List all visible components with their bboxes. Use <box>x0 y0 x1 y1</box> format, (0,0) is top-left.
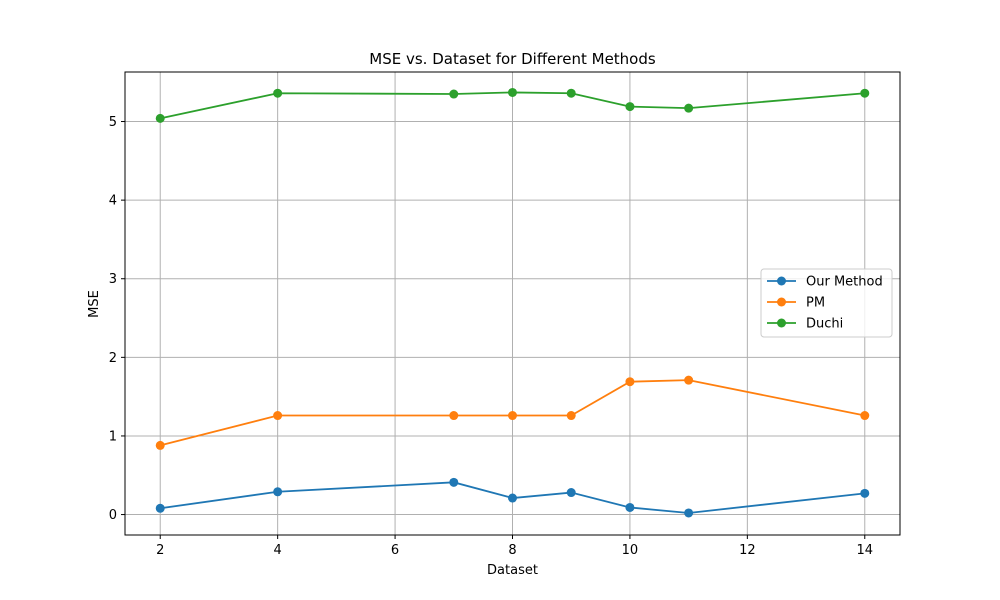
x-tick-label: 2 <box>156 543 164 558</box>
data-point-our-method <box>625 502 635 512</box>
legend-box <box>760 268 893 338</box>
data-point-duchi <box>449 89 459 99</box>
data-point-duchi <box>566 88 576 98</box>
data-point-pm <box>566 411 576 421</box>
y-tick-label: 0 <box>109 508 117 523</box>
legend-label: Duchi <box>806 317 843 332</box>
data-point-our-method <box>508 493 517 503</box>
y-tick-label: 4 <box>109 194 117 209</box>
y-axis-ticks: 0 1 2 3 4 5 <box>109 115 125 523</box>
data-point-pm <box>684 375 694 385</box>
data-point-pm <box>449 411 459 421</box>
x-tick-label: 6 <box>391 543 399 558</box>
data-point-pm <box>860 411 870 421</box>
data-point-our-method <box>273 487 283 497</box>
data-point-pm <box>273 411 283 421</box>
legend-label: PM <box>806 296 825 311</box>
x-tick-label: 12 <box>739 543 756 558</box>
x-tick-label: 4 <box>274 543 282 558</box>
x-tick-label: 14 <box>856 543 873 558</box>
data-point-our-method <box>155 503 165 513</box>
legend-marker <box>777 276 786 286</box>
series-line-duchi <box>160 91 865 120</box>
series-layer <box>155 87 870 518</box>
legend: Our Method PM Duchi <box>760 268 893 338</box>
y-tick-label: 2 <box>109 351 117 366</box>
y-tick-label: 1 <box>109 429 117 444</box>
x-tick-label: 8 <box>508 543 516 558</box>
data-point-duchi <box>625 102 635 112</box>
data-point-duchi <box>273 88 283 98</box>
data-point-pm <box>155 440 165 450</box>
data-point-duchi <box>684 103 694 113</box>
series-line-pm <box>160 379 865 447</box>
x-tick-label: 10 <box>622 543 639 558</box>
y-axis-label: MSE <box>87 290 102 318</box>
data-point-our-method <box>566 488 576 498</box>
y-tick-label: 3 <box>109 272 117 287</box>
x-axis-label: Dataset <box>487 563 538 578</box>
data-point-our-method <box>860 488 870 498</box>
data-point-duchi <box>155 113 165 123</box>
legend-entry-duchi: Duchi <box>767 317 843 332</box>
data-point-pm <box>625 377 635 387</box>
x-axis-ticks: 2 4 6 8 10 12 14 <box>156 535 873 558</box>
series-line-our-method <box>160 481 865 514</box>
legend-marker <box>777 318 786 328</box>
data-point-duchi <box>508 87 517 97</box>
y-tick-label: 5 <box>109 115 117 130</box>
chart-title: MSE vs. Dataset for Different Methods <box>369 50 656 68</box>
legend-entry-pm: PM <box>767 296 825 311</box>
legend-marker <box>777 297 786 307</box>
data-point-our-method <box>684 508 694 518</box>
data-point-duchi <box>860 88 870 98</box>
data-point-pm <box>508 411 517 421</box>
legend-entry-our-method: Our Method <box>767 275 883 290</box>
legend-label: Our Method <box>806 275 883 290</box>
data-point-our-method <box>449 477 459 487</box>
